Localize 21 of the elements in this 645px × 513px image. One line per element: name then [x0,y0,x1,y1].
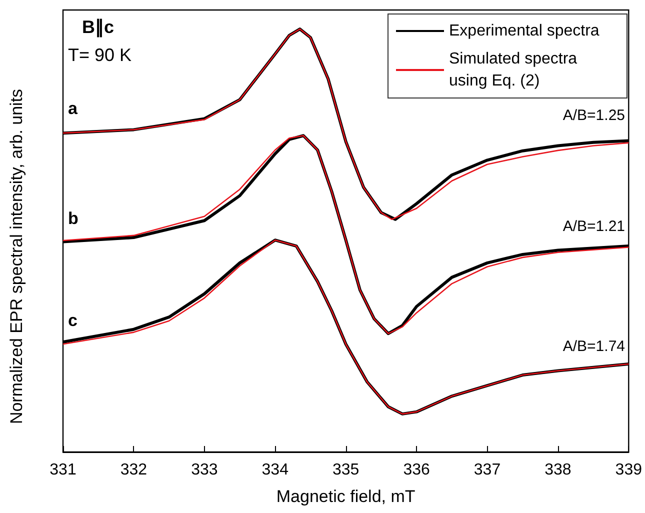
annotation: a [68,99,78,118]
x-tick-label: 336 [403,462,430,478]
x-tick-label: 332 [120,462,148,478]
annotation: A/B=1.21 [562,218,626,235]
annotation: b [68,209,78,228]
annotation: A/B=1.25 [562,107,626,124]
annotation: B∥c [82,17,114,38]
x-tick-label: 337 [474,462,501,478]
y-axis-title: Normalized EPR spectral intensity, arb. units [7,88,26,424]
x-axis-title: Magnetic field, mT [276,487,416,506]
annotation: A/B=1.74 [562,338,626,355]
legend-label: Simulated spectra using Eq. (2) [449,50,582,90]
x-tick-label: 331 [50,462,76,478]
x-tick-label: 334 [262,462,289,478]
legend-label: Experimental spectra [449,22,600,40]
x-tick-label: 335 [332,462,360,478]
x-tick-label: 339 [615,462,642,478]
annotation: c [68,311,78,330]
x-tick-label: 333 [191,462,218,478]
annotation: T= 90 K [68,45,132,65]
x-tick-label: 338 [544,462,572,478]
